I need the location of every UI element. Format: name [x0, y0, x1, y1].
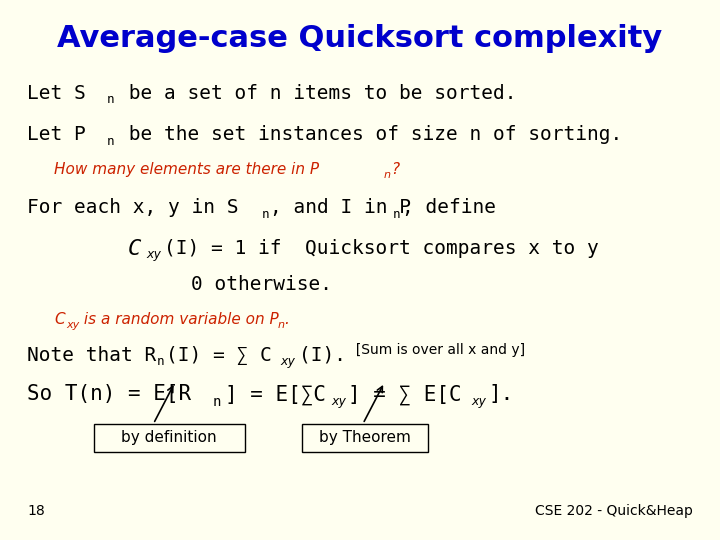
- Text: xy: xy: [66, 320, 79, 330]
- Text: n: n: [213, 395, 222, 409]
- Text: (I) = 1 if  Quicksort compares x to y: (I) = 1 if Quicksort compares x to y: [164, 239, 599, 258]
- Text: , and I in P: , and I in P: [270, 198, 411, 217]
- Text: How many elements are there in P: How many elements are there in P: [54, 162, 319, 177]
- Text: n: n: [261, 208, 269, 221]
- Text: (I).: (I).: [299, 346, 346, 365]
- Text: (I) = ∑ C: (I) = ∑ C: [166, 346, 272, 365]
- Text: .: .: [284, 312, 289, 327]
- Text: ].: ].: [488, 384, 513, 404]
- Text: For each x, y in S: For each x, y in S: [27, 198, 239, 217]
- Text: ?: ?: [391, 162, 399, 177]
- Text: [Sum is over all x and y]: [Sum is over all x and y]: [347, 343, 525, 357]
- Text: n: n: [277, 320, 284, 330]
- Text: n: n: [107, 135, 114, 148]
- Text: ] = ∑ E[C: ] = ∑ E[C: [348, 384, 462, 405]
- Text: n: n: [107, 93, 114, 106]
- Text: xy: xy: [147, 248, 162, 261]
- Text: CSE 202 - Quick&Heap: CSE 202 - Quick&Heap: [535, 504, 693, 518]
- Text: , define: , define: [402, 198, 496, 217]
- Text: n: n: [393, 208, 400, 221]
- Text: be a set of n items to be sorted.: be a set of n items to be sorted.: [117, 84, 517, 103]
- Text: n: n: [157, 355, 164, 368]
- Text: ] = E[∑C: ] = E[∑C: [225, 384, 326, 405]
- Text: C: C: [54, 312, 65, 327]
- Text: Let P: Let P: [27, 125, 86, 144]
- FancyBboxPatch shape: [302, 424, 428, 452]
- Text: C: C: [128, 239, 142, 259]
- Text: xy: xy: [332, 395, 347, 408]
- Text: 0 otherwise.: 0 otherwise.: [191, 275, 332, 294]
- FancyBboxPatch shape: [94, 424, 245, 452]
- Text: be the set instances of size n of sorting.: be the set instances of size n of sortin…: [117, 125, 623, 144]
- Text: Let S: Let S: [27, 84, 86, 103]
- Text: xy: xy: [281, 355, 296, 368]
- Text: n: n: [384, 170, 391, 180]
- Text: is a random variable on P: is a random variable on P: [79, 312, 279, 327]
- Text: xy: xy: [472, 395, 487, 408]
- Text: by Theorem: by Theorem: [319, 430, 411, 445]
- Text: by definition: by definition: [122, 430, 217, 445]
- Text: Average-case Quicksort complexity: Average-case Quicksort complexity: [58, 24, 662, 53]
- Text: 18: 18: [27, 504, 45, 518]
- Text: So T(n) = E[R: So T(n) = E[R: [27, 384, 192, 404]
- Text: Note that R: Note that R: [27, 346, 157, 365]
